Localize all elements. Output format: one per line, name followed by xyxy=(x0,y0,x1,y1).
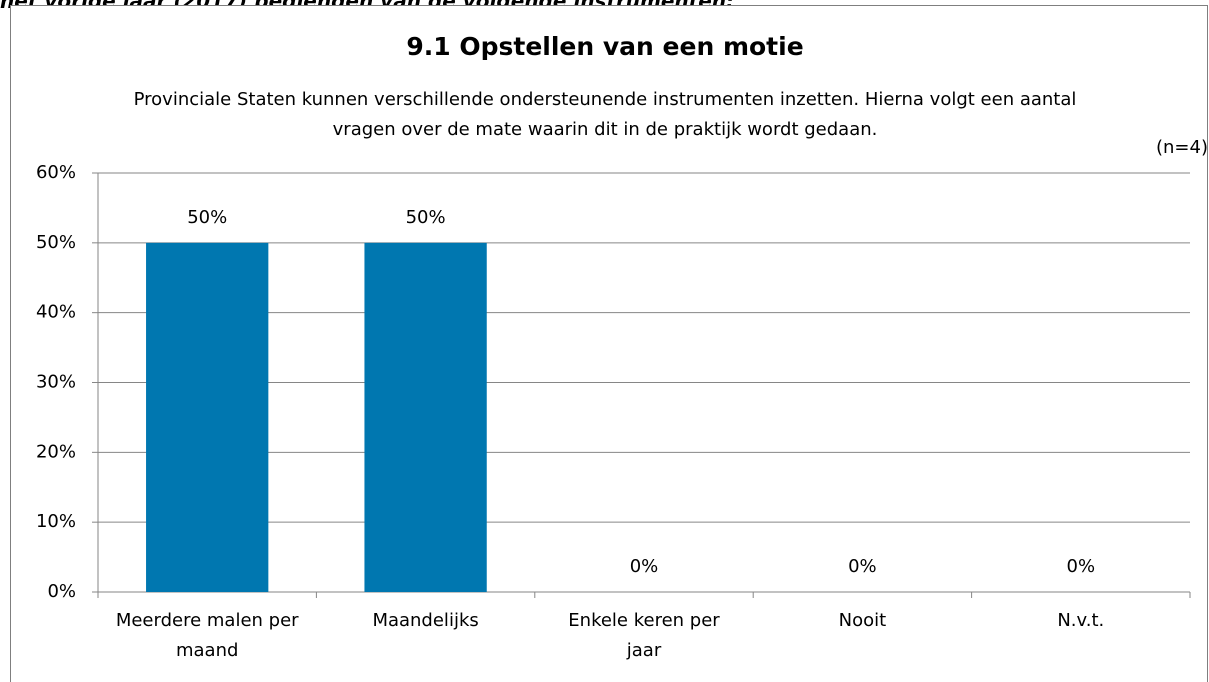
x-tick-label: Meerdere malen per maand xyxy=(115,610,299,661)
annotation: (n=4) xyxy=(1156,137,1208,158)
bar xyxy=(364,242,487,593)
value-label: 0% xyxy=(848,556,877,577)
x-tick-label: Nooit xyxy=(838,610,887,631)
subtitle: Provinciale Staten kunnen verschillende … xyxy=(133,89,1077,140)
value-label: 50% xyxy=(406,207,446,228)
y-tick-label: 10% xyxy=(36,511,76,532)
x-tick-label: Enkele keren per jaar xyxy=(568,610,720,661)
value-label: 0% xyxy=(630,556,659,577)
y-tick-label: 30% xyxy=(36,372,76,393)
y-tick-label: 20% xyxy=(36,441,76,462)
bar xyxy=(146,242,269,593)
y-tick-label: 50% xyxy=(36,232,76,253)
x-tick-label: N.v.t. xyxy=(1057,610,1105,631)
x-tick-label: Maandelijks xyxy=(372,610,479,631)
chart-title: 9.1 Opstellen van een motie xyxy=(406,32,803,61)
y-tick-label: 40% xyxy=(36,302,76,323)
y-tick-label: 60% xyxy=(36,162,76,183)
value-label: 50% xyxy=(187,207,227,228)
y-tick-label: 0% xyxy=(47,581,76,602)
value-label: 0% xyxy=(1067,556,1096,577)
